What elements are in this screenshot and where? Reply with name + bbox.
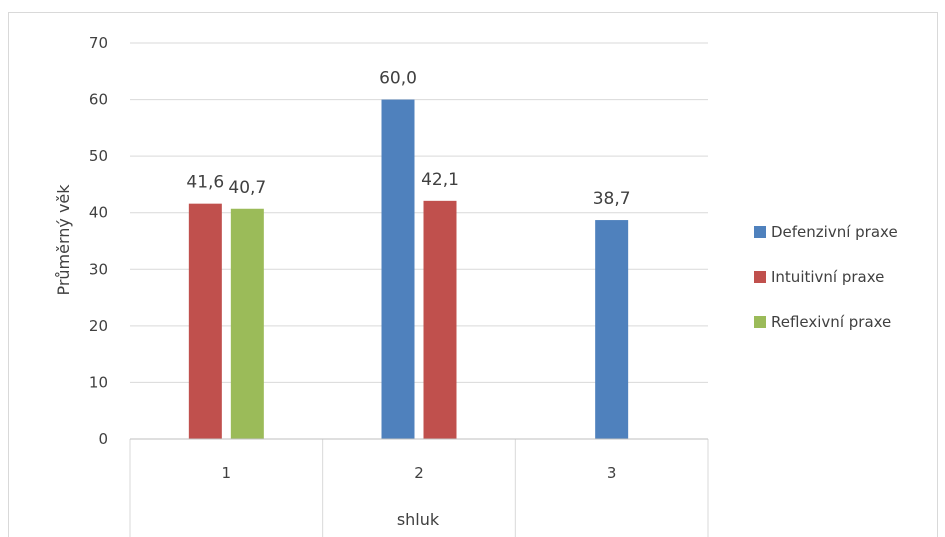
legend: Defenzivní praxe Intuitivní praxe Reflexiv… xyxy=(754,223,898,331)
x-tick-label: 3 xyxy=(607,464,617,482)
bars xyxy=(130,99,708,440)
bar xyxy=(188,203,222,439)
data-label: 60,0 xyxy=(379,69,417,89)
legend-label: Defenzivní praxe xyxy=(771,223,898,241)
y-tick-label: 60 xyxy=(89,91,108,109)
bar xyxy=(423,200,457,439)
x-tick-label: 1 xyxy=(222,464,232,482)
y-axis-title: Průměrný věk xyxy=(54,184,73,296)
bar xyxy=(595,220,629,439)
legend-swatch xyxy=(754,271,766,283)
y-tick-label: 50 xyxy=(89,147,108,165)
bar xyxy=(381,99,415,440)
x-tick-label: 2 xyxy=(414,464,424,482)
y-tick-label: 0 xyxy=(98,430,108,448)
legend-label: Intuitivní praxe xyxy=(771,268,884,286)
data-labels: 41,6 40,7 60,0 42,1 38,7 xyxy=(186,69,630,209)
legend-swatch xyxy=(754,226,766,238)
x-axis-title: shluk xyxy=(397,510,440,529)
data-label: 42,1 xyxy=(421,170,459,190)
y-axis-ticks: 0 10 20 30 40 50 60 70 xyxy=(89,34,108,448)
y-tick-label: 70 xyxy=(89,34,108,52)
x-axis-ticks: 1 2 3 xyxy=(222,464,617,482)
legend-swatch xyxy=(754,316,766,328)
data-label: 41,6 xyxy=(186,173,224,193)
y-tick-label: 10 xyxy=(89,373,108,391)
category-separators xyxy=(129,439,709,537)
y-tick-label: 20 xyxy=(89,317,108,335)
data-label: 40,7 xyxy=(228,178,266,198)
bar xyxy=(230,208,264,439)
data-label: 38,7 xyxy=(593,189,631,209)
y-tick-label: 30 xyxy=(89,260,108,278)
y-tick-label: 40 xyxy=(89,204,108,222)
legend-label: Reflexivní praxe xyxy=(771,313,891,331)
